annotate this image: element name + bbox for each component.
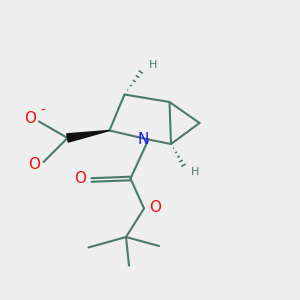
Text: O: O (74, 171, 86, 186)
Polygon shape (67, 130, 110, 142)
Text: H: H (149, 60, 157, 70)
Text: -: - (40, 104, 45, 118)
Text: N: N (137, 132, 149, 147)
Text: O: O (149, 200, 161, 214)
Text: O: O (28, 157, 40, 172)
Text: H: H (191, 167, 199, 177)
Text: O: O (25, 111, 37, 126)
